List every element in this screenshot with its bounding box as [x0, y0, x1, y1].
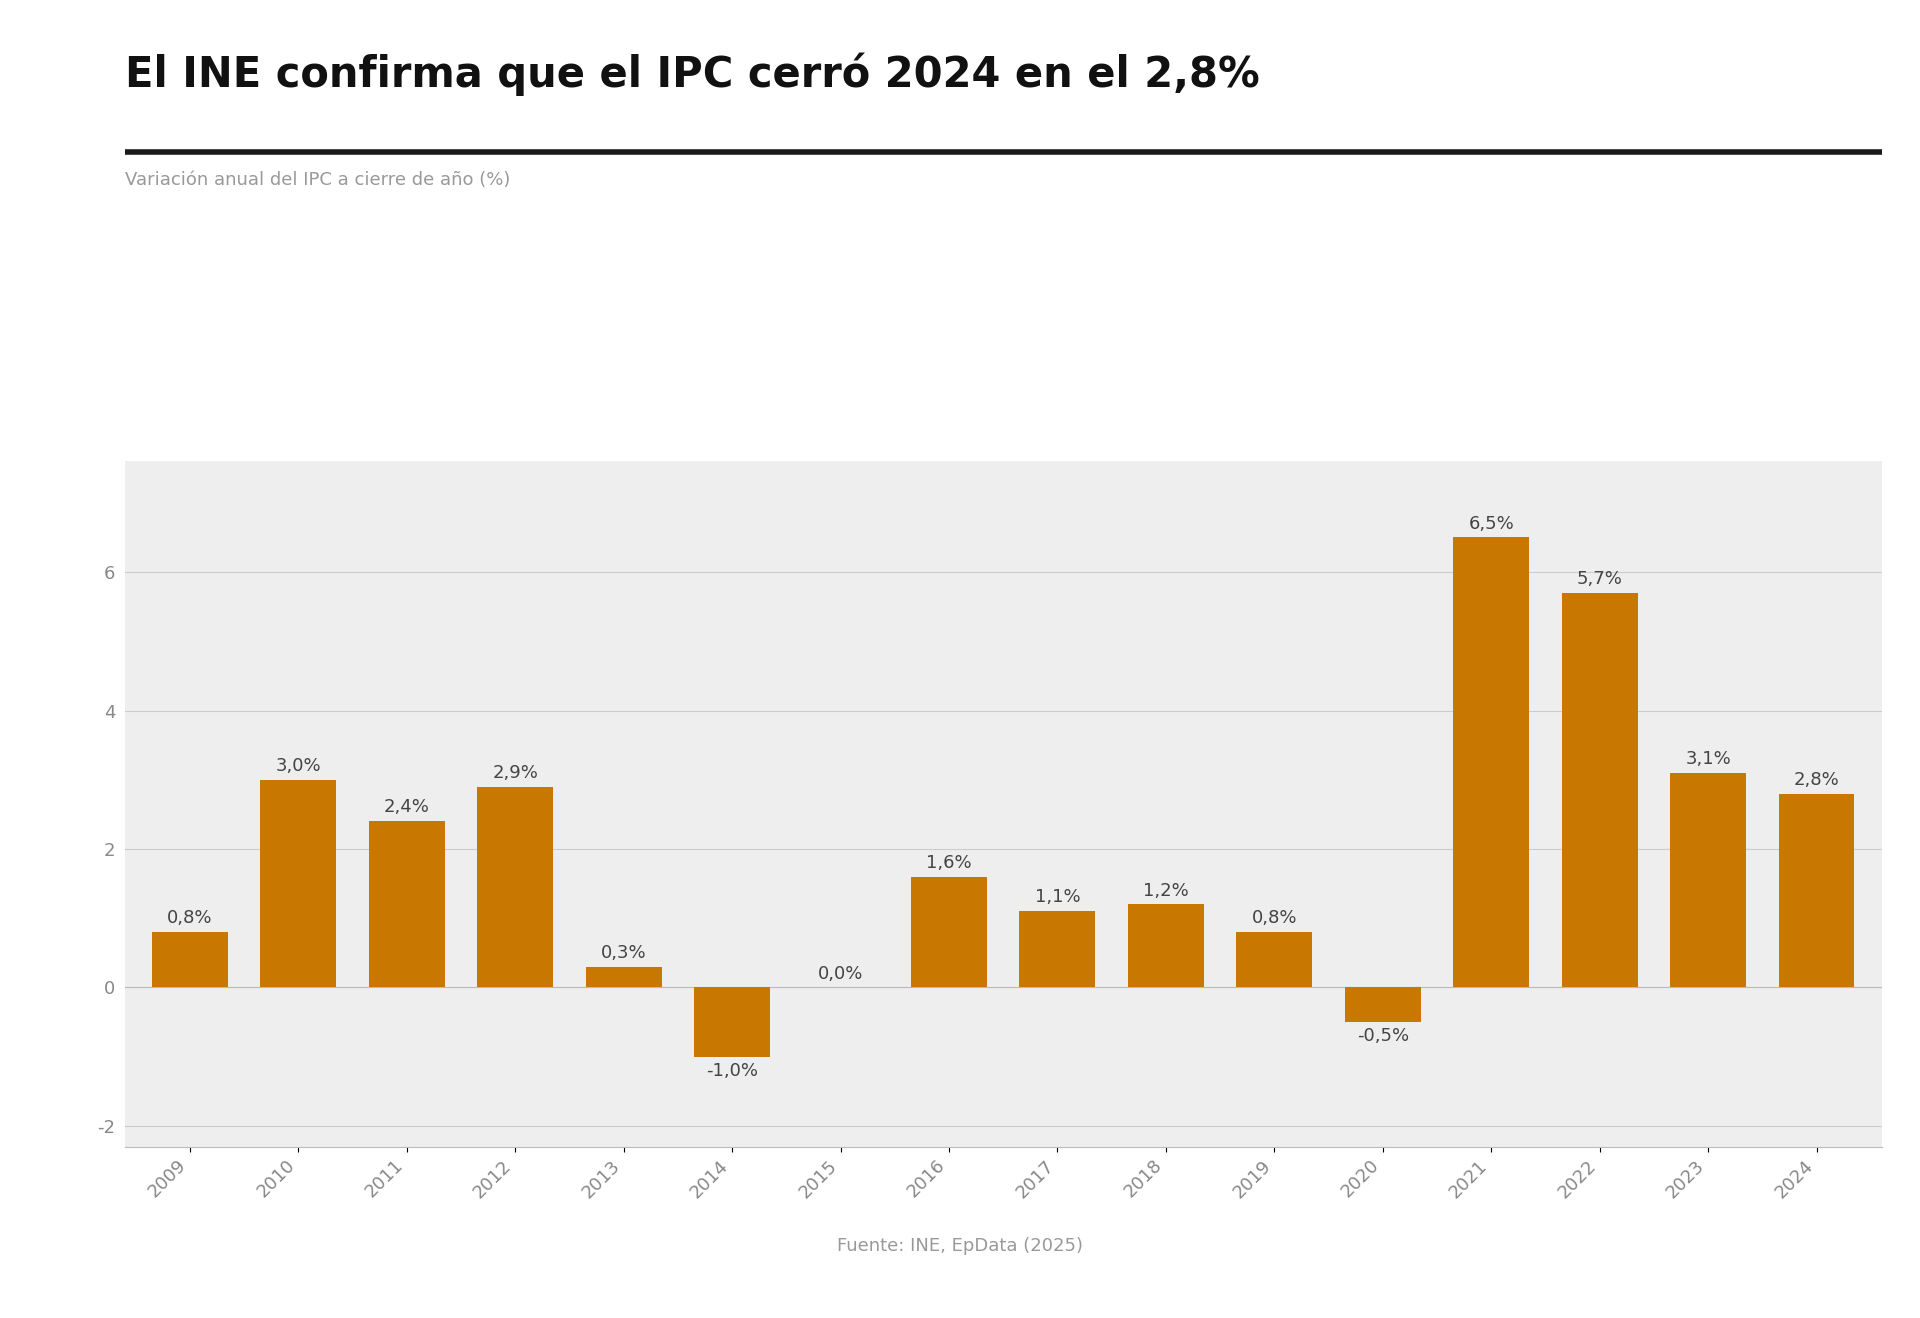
Bar: [1561, 593, 1638, 987]
Text: 2,4%: 2,4%: [384, 799, 430, 816]
Text: 0,0%: 0,0%: [818, 965, 864, 983]
Text: -0,5%: -0,5%: [1357, 1027, 1409, 1045]
Bar: [586, 966, 662, 987]
Text: 5,7%: 5,7%: [1576, 569, 1622, 588]
Text: 1,6%: 1,6%: [925, 854, 972, 871]
Bar: [152, 932, 228, 987]
Text: 0,3%: 0,3%: [601, 944, 647, 962]
Text: 0,8%: 0,8%: [167, 909, 213, 927]
Text: Variación anual del IPC a cierre de año (%): Variación anual del IPC a cierre de año …: [125, 171, 511, 190]
Bar: [1344, 987, 1421, 1021]
Bar: [1127, 904, 1204, 987]
Bar: [910, 876, 987, 987]
Bar: [478, 787, 553, 987]
Text: Fuente: INE, EpData (2025): Fuente: INE, EpData (2025): [837, 1236, 1083, 1255]
Text: 6,5%: 6,5%: [1469, 514, 1515, 532]
Text: 2,9%: 2,9%: [492, 764, 538, 782]
Bar: [1778, 793, 1855, 987]
Text: 2,8%: 2,8%: [1793, 771, 1839, 788]
Text: 0,8%: 0,8%: [1252, 909, 1298, 927]
Text: -1,0%: -1,0%: [707, 1061, 758, 1079]
Text: El INE confirma que el IPC cerró 2024 en el 2,8%: El INE confirma que el IPC cerró 2024 en…: [125, 53, 1260, 96]
Bar: [1020, 911, 1096, 987]
Text: 3,0%: 3,0%: [275, 757, 321, 775]
Bar: [369, 821, 445, 987]
Bar: [1236, 932, 1311, 987]
Text: 1,1%: 1,1%: [1035, 888, 1081, 907]
Text: 1,2%: 1,2%: [1142, 882, 1188, 899]
Bar: [1453, 538, 1528, 987]
Bar: [261, 780, 336, 987]
Bar: [695, 987, 770, 1057]
Text: 3,1%: 3,1%: [1686, 750, 1732, 768]
Bar: [1670, 772, 1745, 987]
